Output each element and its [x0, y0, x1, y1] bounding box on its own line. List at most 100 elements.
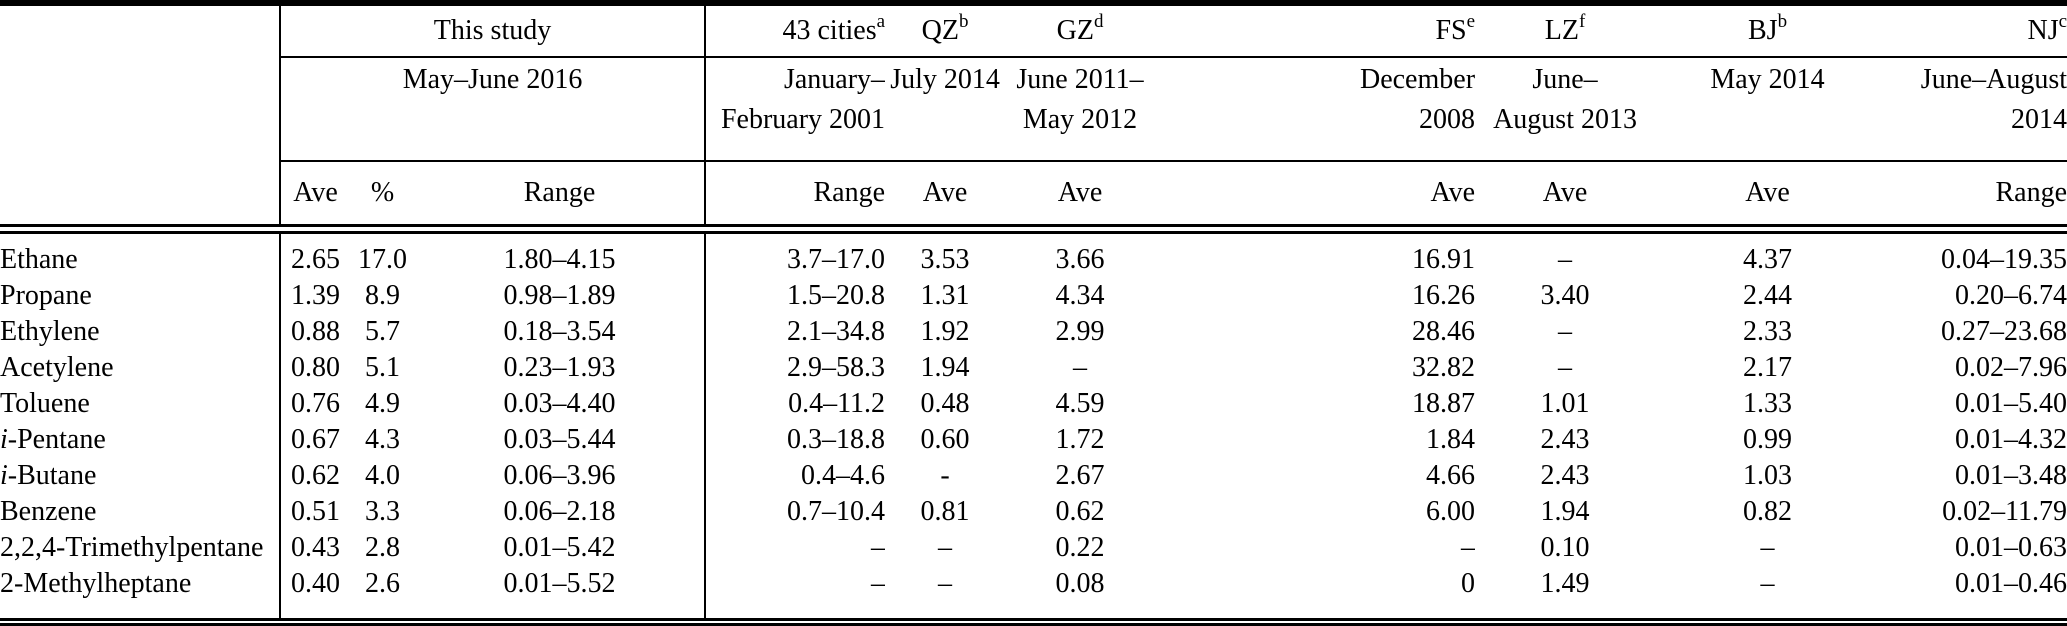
- value-cell: 0.3–18.8: [787, 424, 886, 455]
- value-cell: 0.01–5.40: [1955, 388, 2067, 419]
- site-header-43cities: 43 citiesa: [705, 3, 886, 58]
- value-cell: 0.03–4.40: [415, 386, 707, 422]
- value-cell: 0.80: [291, 352, 340, 383]
- date-fs: December 2008: [1155, 57, 1476, 162]
- value-cell: 0.62: [1055, 496, 1105, 527]
- value-cell: 0.4–11.2: [788, 388, 886, 419]
- value-cell: 3.53: [920, 244, 970, 275]
- compound-name: Ethylene: [0, 314, 281, 350]
- value-cell: 3.3: [365, 496, 400, 527]
- compound-name: 2,2,4-Trimethylpentane: [0, 530, 281, 566]
- value-cell: 4.34: [1055, 280, 1105, 311]
- value-cell: 2.6: [365, 568, 400, 599]
- value-cell: –: [1760, 532, 1775, 563]
- value-cell: 2.65: [291, 244, 340, 275]
- value-cell: –: [1760, 568, 1775, 599]
- header-row-stats: Ave % Range Range Ave Ave Ave Ave Ave Ra…: [0, 161, 2067, 226]
- table-row: Ethylene 0.88 5.7 0.18–3.54 2.1–34.8 1.92 2.99…: [0, 314, 2067, 350]
- value-cell: 0.76: [291, 388, 340, 419]
- header-row-dates: May–June 2016 January– February 2001 Jul…: [0, 57, 2067, 162]
- value-cell: 0.01–0.46: [1955, 568, 2067, 599]
- value-cell: 1.5–20.8: [787, 280, 886, 311]
- this-study-header: This study: [280, 3, 707, 58]
- value-cell: 0.81: [920, 496, 970, 527]
- value-cell: 0.01–5.42: [415, 530, 707, 566]
- value-cell: –: [1558, 352, 1573, 383]
- compound-name: Benzene: [0, 494, 281, 530]
- stat-header-gz: Ave: [1057, 177, 1103, 208]
- table-row: 2,2,4-Trimethylpentane 0.43 2.8 0.01–5.42 – –…: [0, 530, 2067, 566]
- stat-header-qz: Ave: [922, 177, 968, 208]
- site-superscript: e: [1466, 11, 1476, 32]
- value-cell: 2.44: [1743, 280, 1793, 311]
- value-cell: 3.7–17.0: [787, 244, 886, 275]
- value-cell: 0.7–10.4: [787, 496, 886, 527]
- table-row: Toluene 0.76 4.9 0.03–4.40 0.4–11.2 0.48 4.59 1…: [0, 386, 2067, 422]
- date-lz: June– August 2013: [1475, 57, 1656, 162]
- value-cell: 2.43: [1540, 424, 1590, 455]
- table-row: Ethane 2.65 17.0 1.80–4.15 3.7–17.0 3.53 3.66 1…: [0, 242, 2067, 278]
- value-cell: –: [1558, 244, 1573, 275]
- value-cell: 0.23–1.93: [415, 350, 707, 386]
- value-cell: 0.4–4.6: [801, 460, 886, 491]
- this-study-date: May–June 2016: [280, 57, 707, 162]
- empty-corner-cell: [0, 3, 281, 57]
- value-cell: 0.51: [291, 496, 340, 527]
- value-cell: 1.33: [1743, 388, 1793, 419]
- value-cell: 0.22: [1055, 532, 1105, 563]
- site-superscript: c: [2058, 11, 2067, 32]
- table-header: This study 43 citiesa QZb GZd FSe LZf BJ…: [0, 3, 2067, 226]
- value-cell: –: [1558, 316, 1573, 347]
- stat-header-fs: Ave: [1430, 177, 1476, 208]
- value-cell: –: [938, 532, 953, 563]
- value-cell: 0.88: [291, 316, 340, 347]
- stat-header-ave: Ave: [293, 177, 338, 208]
- value-cell: 0.43: [291, 532, 340, 563]
- table-body: Ethane 2.65 17.0 1.80–4.15 3.7–17.0 3.53 3.66 1…: [0, 224, 2067, 626]
- value-cell: 1.01: [1540, 388, 1590, 419]
- value-cell: 4.3: [365, 424, 400, 455]
- spacer-row: [0, 232, 2067, 242]
- empty-cell: [0, 57, 281, 161]
- site-superscript: a: [876, 11, 886, 32]
- value-cell: 18.87: [1412, 388, 1476, 419]
- table-row: Acetylene 0.80 5.1 0.23–1.93 2.9–58.3 1.94 – 32…: [0, 350, 2067, 386]
- value-cell: 0.18–3.54: [415, 314, 707, 350]
- site-header-bj: BJb: [1655, 3, 1881, 58]
- value-cell: 0.48: [920, 388, 970, 419]
- date-43cities: January– February 2001: [705, 57, 886, 162]
- table-row: i-Pentane 0.67 4.3 0.03–5.44 0.3–18.8 0.60 1.7…: [0, 422, 2067, 458]
- value-cell: 1.49: [1540, 568, 1590, 599]
- site-header-gz: GZd: [1005, 3, 1156, 58]
- value-cell: 4.0: [365, 460, 400, 491]
- value-cell: 6.00: [1426, 496, 1476, 527]
- value-cell: 16.26: [1412, 280, 1476, 311]
- value-cell: 0.01–4.32: [1955, 424, 2067, 455]
- stat-header-bj: Ave: [1745, 177, 1790, 208]
- stat-header-nj: Range: [1995, 177, 2067, 208]
- value-cell: 4.37: [1743, 244, 1793, 275]
- value-cell: –: [871, 532, 886, 563]
- header-row-sites: This study 43 citiesa QZb GZd FSe LZf BJ…: [0, 3, 2067, 58]
- value-cell: 2.8: [365, 532, 400, 563]
- value-cell: 0.01–3.48: [1955, 460, 2067, 491]
- value-cell: 2.43: [1540, 460, 1590, 491]
- compound-name: Toluene: [0, 386, 281, 422]
- value-cell: 0.60: [920, 424, 970, 455]
- compound-name: i-Pentane: [0, 422, 281, 458]
- value-cell: 0.27–23.68: [1941, 316, 2067, 347]
- value-cell: 1.80–4.15: [415, 242, 707, 278]
- value-cell: 0.10: [1540, 532, 1590, 563]
- value-cell: 0.03–5.44: [415, 422, 707, 458]
- value-cell: 17.0: [358, 244, 407, 275]
- site-header-lz: LZf: [1475, 3, 1656, 58]
- stat-header-range: Range: [415, 161, 707, 226]
- value-cell: 0.40: [291, 568, 340, 599]
- compound-name: i-Butane: [0, 458, 281, 494]
- value-cell: 0.06–2.18: [415, 494, 707, 530]
- value-cell: 3.40: [1540, 280, 1590, 311]
- value-cell: -: [940, 460, 950, 491]
- value-cell: 8.9: [365, 280, 400, 311]
